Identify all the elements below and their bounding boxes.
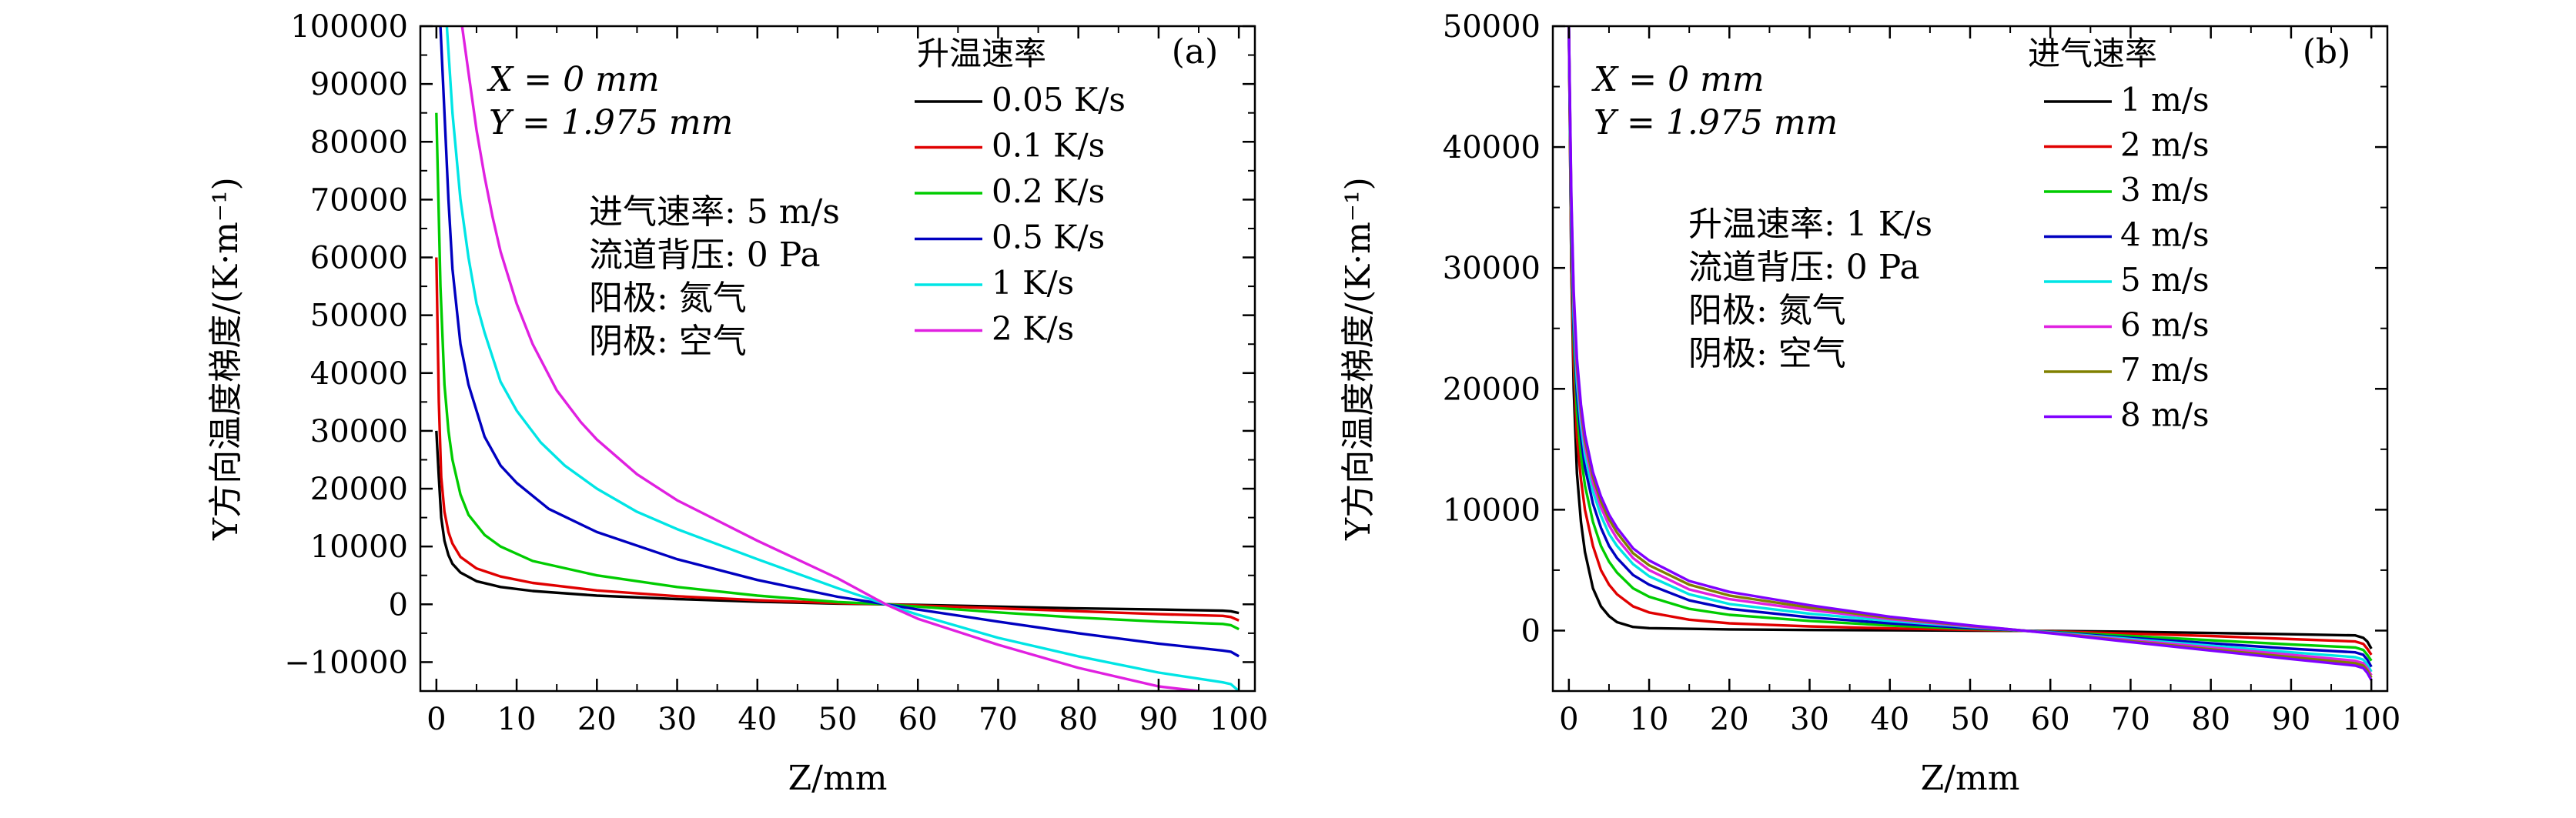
y-axis-title: Y方向温度梯度/(K·m⁻¹): [1339, 177, 1378, 541]
x-tick-label: 100: [2342, 702, 2400, 737]
x-tick-label: 40: [1870, 702, 1909, 737]
y-tick-label: 30000: [310, 414, 408, 449]
x-tick-label: 30: [1790, 702, 1829, 737]
legend-title: 升温速率: [917, 35, 1046, 72]
annotation-text: 进气速率: 5 m/s: [589, 192, 840, 232]
series-line-8: [1567, 26, 2373, 681]
x-tick-label: 20: [1710, 702, 1749, 737]
annotation-text: 阳极: 氮气: [1688, 291, 1846, 330]
legend-title: 进气速率: [2028, 35, 2157, 72]
legend-label: 1 m/s: [2120, 81, 2210, 119]
panel-label: (a): [1172, 32, 1219, 72]
y-tick-label: 40000: [1443, 130, 1541, 165]
series-line-3: [435, 112, 1239, 631]
panel-label: (b): [2303, 32, 2351, 72]
panel-b: 0 10 20 30 40 50 60 70 80 90 100 0 10000 20000 30000 40…: [1339, 9, 2400, 798]
y-tick-label: 60000: [310, 241, 408, 276]
legend-label: 6 m/s: [2120, 306, 2210, 344]
annotation-text: 阴极: 空气: [1688, 334, 1846, 373]
annotation-text: 流道背压: 0 Pa: [589, 235, 821, 275]
x-tick-label: 70: [2111, 702, 2150, 737]
annotation-text: Y = 1.975 mm: [1594, 103, 1838, 142]
annotation-text: X = 0 mm: [1591, 60, 1765, 99]
legend-label: 7 m/s: [2120, 351, 2210, 389]
series-line-3: [1567, 26, 2373, 662]
y-tick-label: 40000: [310, 356, 408, 392]
annotation-text: 流道背压: 0 Pa: [1688, 248, 1920, 287]
series-line-4: [1567, 26, 2373, 668]
legend-label: 0.1 K/s: [992, 127, 1105, 165]
legend-label: 4 m/s: [2120, 216, 2210, 254]
legend-label: 5 m/s: [2120, 261, 2210, 299]
panel-a: 0 10 20 30 40 50 60 70 80 90 100 −10000 0 10000 20000 3…: [206, 9, 1268, 798]
x-tick-label: 0: [1559, 702, 1578, 737]
y-tick-label: −10000: [284, 645, 408, 680]
y-tick-label: 70000: [310, 182, 408, 218]
x-tick-label: 10: [1630, 702, 1669, 737]
x-tick-label: 60: [2031, 702, 2070, 737]
series-line-2: [435, 257, 1239, 622]
legend-label: 2 m/s: [2120, 126, 2210, 164]
x-tick-label: 70: [979, 702, 1018, 737]
y-tick-label: 20000: [1443, 372, 1541, 407]
annotation-text: 阳极: 氮气: [589, 279, 747, 318]
x-axis-title: Z/mm: [788, 759, 888, 798]
x-tick-label: 0: [427, 702, 446, 737]
y-tick-label: 10000: [1443, 492, 1541, 528]
x-tick-label: 80: [2191, 702, 2230, 737]
y-tick-label: 100000: [290, 9, 408, 45]
x-tick-label: 10: [497, 702, 537, 737]
y-tick-label: 30000: [1443, 251, 1541, 286]
y-tick-label: 50000: [310, 299, 408, 334]
x-tick-label: 40: [738, 702, 777, 737]
x-axis-title: Z/mm: [1921, 759, 2020, 798]
x-tick-label: 50: [818, 702, 858, 737]
legend-label: 3 m/s: [2120, 171, 2210, 209]
legend-label: 0.5 K/s: [992, 219, 1105, 256]
x-tick-label: 30: [657, 702, 697, 737]
legend-label: 1 K/s: [992, 264, 1074, 302]
y-tick-label: 10000: [310, 529, 408, 565]
legend-label: 0.2 K/s: [992, 172, 1105, 210]
series-line-1: [1567, 26, 2373, 649]
x-tick-label: 50: [1951, 702, 1990, 737]
legend-label: 8 m/s: [2120, 396, 2210, 434]
series-line-4: [439, 26, 1240, 658]
annotation-text: Y = 1.975 mm: [489, 103, 733, 142]
x-tick-label: 90: [1139, 702, 1178, 737]
y-tick-label: 0: [389, 587, 408, 623]
series-group: [435, 26, 1240, 691]
series-line-2: [1567, 26, 2373, 656]
y-axis-title: Y方向温度梯度/(K·m⁻¹): [206, 177, 246, 541]
x-tick-label: 20: [577, 702, 617, 737]
y-tick-label: 50000: [1443, 9, 1541, 45]
series-group: [1567, 26, 2373, 681]
x-tick-label: 90: [2271, 702, 2310, 737]
series-line-6: [460, 26, 1199, 691]
legend-label: 0.05 K/s: [992, 81, 1126, 119]
x-tick-label: 80: [1059, 702, 1098, 737]
series-line-5: [445, 26, 1240, 691]
y-tick-label: 20000: [310, 472, 408, 507]
y-tick-label: 0: [1521, 613, 1541, 649]
y-tick-label: 90000: [310, 67, 408, 102]
x-tick-label: 100: [1209, 702, 1268, 737]
x-tick-label: 60: [898, 702, 938, 737]
legend-label: 2 K/s: [992, 310, 1074, 348]
series-line-1: [435, 430, 1239, 615]
annotation-text: X = 0 mm: [487, 60, 660, 99]
annotation-text: 阴极: 空气: [589, 322, 747, 361]
annotation-text: 升温速率: 1 K/s: [1688, 205, 1932, 244]
y-tick-label: 80000: [310, 125, 408, 160]
